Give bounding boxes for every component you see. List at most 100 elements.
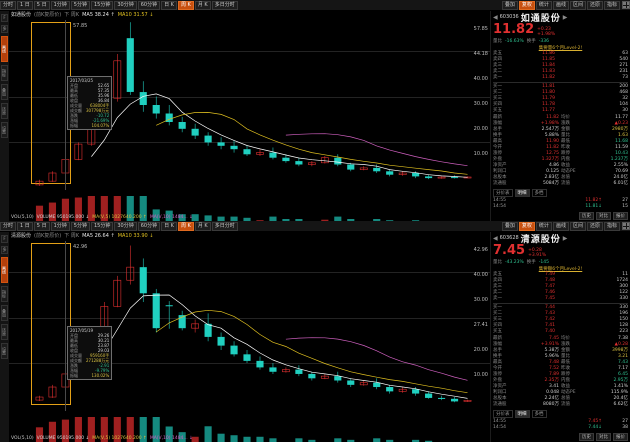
rail-button-F[interactable]: F (1, 14, 8, 22)
period-button-active[interactable]: 周 K (177, 0, 194, 10)
price-axis-label: 20.00 (473, 126, 488, 132)
stats-value-2: 1.63 (617, 133, 628, 138)
button-还原[interactable]: 还原 (586, 0, 603, 10)
rail-button-F[interactable]: F (1, 235, 8, 243)
order-volume: 73 (622, 75, 628, 80)
bottom-button-历史[interactable]: 历史 (579, 212, 594, 220)
order-volume: 150 (619, 317, 628, 322)
button-overlay[interactable]: 叠加 (501, 221, 518, 231)
level2-promo-link[interactable]: 集要额6个月Level-2! (538, 267, 583, 272)
prev-stock-arrow[interactable]: ◀ (493, 234, 498, 242)
turnover-value: -145 (538, 259, 550, 265)
quote-ratio-row: 量比 -43.23% 换手 -145 (491, 258, 630, 266)
period-button-多日分时[interactable]: 多日分时 (211, 221, 238, 231)
button-指标[interactable]: 指标 (603, 0, 620, 10)
button-区间[interactable]: 区间 (569, 221, 586, 231)
order-label: 卖一 (493, 75, 502, 80)
level2-promo-link[interactable]: 集要量6个月Level-2! (538, 46, 583, 51)
rail-button-叠加[interactable]: 叠加 (1, 84, 8, 100)
period-button-1 日[interactable]: 1 日 (17, 0, 33, 10)
rail-button-设置[interactable]: 设置 (1, 122, 8, 138)
rail-button-多[interactable]: 多 (1, 25, 8, 33)
order-volume: 540 (619, 57, 628, 62)
status-ma5: MA(V,5) 1027640.200 ↑ (92, 435, 147, 441)
order-label: 卖二 (493, 69, 502, 74)
period-button-日 K[interactable]: 日 K (161, 221, 177, 231)
period-button-15分钟[interactable]: 15分钟 (90, 221, 114, 231)
rail-button-设置[interactable]: 设置 (1, 343, 8, 359)
rail-button-叠加[interactable]: 叠加 (1, 305, 8, 321)
period-button-1分钟[interactable]: 1分钟 (50, 0, 70, 10)
stats-value: +1.98% (540, 121, 559, 126)
period-button-月 K[interactable]: 月 K (194, 0, 211, 10)
button-overlay[interactable]: 叠加 (501, 0, 518, 10)
chart-legend: 清源股份 (前K复原价) 下 周K MA5 26.64 ↑ MA10 33.90 ↓ (11, 233, 156, 240)
rail-button-指标[interactable]: 指标 (1, 286, 8, 302)
bottom-button-报价[interactable]: 报价 (613, 433, 628, 441)
tick-tab-明细[interactable]: 明细 (514, 189, 530, 197)
button-区间[interactable]: 区间 (569, 0, 586, 10)
order-volume: 63 (622, 51, 628, 56)
period-button-1分钟[interactable]: 1分钟 (50, 221, 70, 231)
period-button-多日分时[interactable]: 多日分时 (211, 0, 238, 10)
period-button-5分钟[interactable]: 5分钟 (70, 221, 90, 231)
stats-key: 换手 (493, 354, 502, 359)
ma-line-20 (285, 337, 468, 381)
tick-tab-多档[interactable]: 多档 (531, 410, 547, 418)
button-stats[interactable]: 统计 (535, 0, 552, 10)
button-画线[interactable]: 画线 (552, 0, 569, 10)
order-book-row: 买二 7.43 196 (493, 311, 628, 317)
rail-button-还原[interactable]: 还原 (1, 324, 8, 340)
period-button-5 日[interactable]: 5 日 (33, 0, 50, 10)
period-button-60分钟[interactable]: 60分钟 (137, 0, 161, 10)
bottom-button-对比[interactable]: 对比 (596, 212, 611, 220)
rail-button-多[interactable]: 多 (1, 246, 8, 254)
period-button-30分钟[interactable]: 30分钟 (114, 0, 137, 10)
period-button-月 K[interactable]: 月 K (194, 221, 211, 231)
period-button-1 日[interactable]: 1 日 (17, 221, 33, 231)
bottom-button-历史[interactable]: 历史 (579, 433, 594, 441)
period-button-15分钟[interactable]: 15分钟 (90, 0, 114, 10)
stats-key: 换手 (493, 133, 502, 138)
period-button-分时[interactable]: 分时 (0, 221, 17, 231)
tick-tab-分价表[interactable]: 分价表 (493, 189, 513, 197)
tooltip-key: 最低 (70, 343, 78, 348)
prev-stock-arrow[interactable]: ◀ (493, 13, 498, 21)
order-label: 卖三 (493, 284, 502, 289)
rail-button-还原[interactable]: 还原 (1, 103, 8, 119)
tick-tab-分价表[interactable]: 分价表 (493, 410, 513, 418)
period-button-日 K[interactable]: 日 K (161, 0, 177, 10)
tick-tab-明细[interactable]: 明细 (514, 410, 530, 418)
button-adjust[interactable]: 复权 (518, 221, 535, 231)
period-button-30分钟[interactable]: 30分钟 (114, 221, 137, 231)
stats-value: 0.125 (546, 169, 559, 174)
button-adjust[interactable]: 复权 (518, 0, 535, 10)
period-button-分时[interactable]: 分时 (0, 0, 17, 10)
order-volume: 231 (619, 69, 628, 74)
bottom-button-对比[interactable]: 对比 (596, 433, 611, 441)
button-指标[interactable]: 指标 (603, 221, 620, 231)
button-stats[interactable]: 统计 (535, 221, 552, 231)
period-button-60分钟[interactable]: 60分钟 (137, 221, 161, 231)
order-book-row: 卖三 11.84 271 (493, 63, 628, 69)
period-button-5 日[interactable]: 5 日 (33, 221, 50, 231)
next-stock-arrow[interactable]: ▶ (562, 13, 568, 21)
rail-button-画线[interactable]: 画线 (1, 36, 8, 62)
period-button-active[interactable]: 周 K (177, 221, 194, 231)
button-画线[interactable]: 画线 (552, 221, 569, 231)
bottom-button-报价[interactable]: 报价 (613, 212, 628, 220)
next-stock-arrow[interactable]: ▶ (562, 234, 568, 242)
status-ma10: MA(V,10) 1484... ↓ (149, 214, 193, 220)
tick-tab-多档[interactable]: 多档 (531, 189, 547, 197)
button-还原[interactable]: 还原 (586, 221, 603, 231)
stats-value: 8080万 (543, 402, 559, 407)
grid-4-icon[interactable] (622, 1, 630, 9)
rail-button-画线[interactable]: 画线 (1, 257, 8, 283)
stats-key: 总股本 (493, 396, 507, 401)
quote-last-price: 11.82 (493, 22, 535, 37)
stats-key: 总手 (493, 348, 502, 353)
rail-button-指标[interactable]: 指标 (1, 65, 8, 81)
tooltip-value: -2.91 (98, 363, 110, 368)
grid-4-icon[interactable] (622, 222, 630, 230)
period-button-5分钟[interactable]: 5分钟 (70, 0, 90, 10)
